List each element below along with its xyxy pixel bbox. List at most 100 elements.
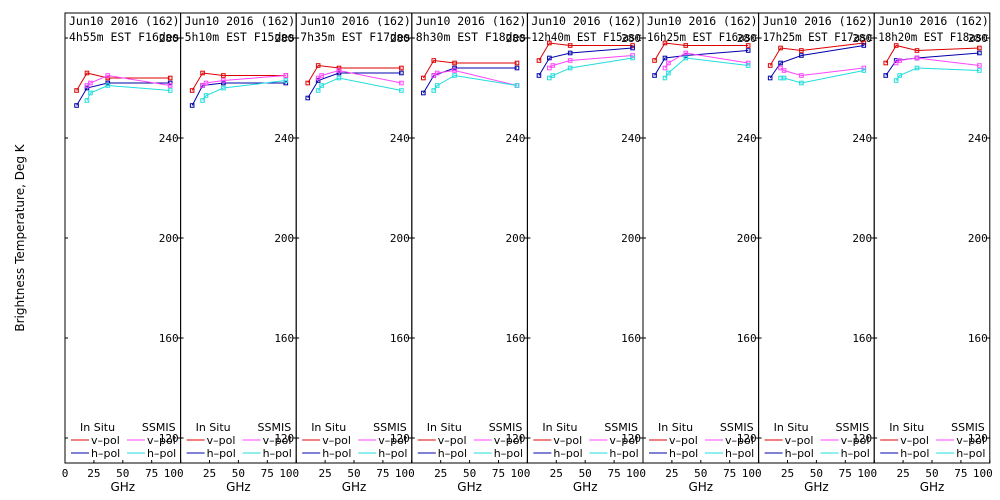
series-line-ssmis_h: [317, 77, 402, 91]
legend-label-insitu-h: h–pol: [785, 447, 814, 460]
x-tick-label: 50: [463, 467, 476, 480]
legend-in-situ-header: In Situ: [311, 421, 346, 434]
y-tick-label: 120: [968, 432, 988, 445]
data-point-ssmis_h: [799, 80, 804, 86]
panel-title-date: Jun10 2016 (162): [69, 14, 180, 28]
panel-title-time: 18h20m EST F18asc: [878, 30, 989, 44]
x-tick-label: 25: [550, 467, 563, 480]
data-point-insitu_v: [547, 40, 552, 46]
data-point-insitu_h: [189, 103, 195, 108]
legend-label-insitu-v: v–pol: [900, 434, 929, 447]
x-axis-label: GHz: [226, 480, 251, 494]
legend-in-situ-header: In Situ: [658, 421, 693, 434]
data-point-insitu_v: [567, 43, 573, 48]
data-point-insitu_h: [745, 48, 751, 53]
y-tick-label: 280: [274, 32, 294, 45]
y-tick-label: 240: [737, 132, 757, 145]
data-point-ssmis_v: [567, 58, 573, 63]
x-tick-label: 50: [347, 467, 360, 480]
data-point-ssmis_v: [799, 73, 804, 78]
data-point-insitu_h: [861, 43, 867, 48]
legend-label-ssmis-v: v–pol: [956, 434, 985, 447]
series-line-insitu_v: [191, 72, 286, 91]
panel-3: Jun10 2016 (162) 7h35m EST F17des 120 160 20…: [295, 12, 415, 494]
y-tick-label: 160: [506, 332, 526, 345]
data-point-insitu_h: [167, 80, 173, 86]
series-line-ssmis_h: [433, 74, 518, 91]
x-tick-label: 75: [145, 467, 158, 480]
legend-in-situ-header: In Situ: [774, 421, 809, 434]
series-line-insitu_h: [769, 45, 864, 79]
y-tick-label: 160: [852, 332, 872, 345]
x-tick-label: 100: [626, 467, 646, 480]
series-line-ssmis_h: [664, 57, 749, 79]
data-point-insitu_v: [305, 80, 311, 86]
legend-label-ssmis-h: h–pol: [609, 447, 638, 460]
data-point-ssmis_h: [167, 88, 173, 93]
data-point-ssmis_h: [514, 83, 520, 88]
legend-label-insitu-h: h–pol: [91, 447, 120, 460]
y-tick-label: 240: [968, 132, 988, 145]
legend-ssmis-header: SSMIS: [489, 421, 523, 434]
series-line-ssmis_h: [86, 84, 171, 101]
data-point-ssmis_v: [914, 55, 920, 61]
data-point-ssmis_v: [861, 65, 867, 71]
x-tick-label: 75: [376, 467, 389, 480]
y-tick-label: 240: [506, 132, 526, 145]
series-line-insitu_v: [307, 64, 402, 84]
y-tick-label: 280: [968, 32, 988, 45]
x-axis-label: GHz: [688, 480, 713, 494]
series-line-insitu_v: [538, 42, 633, 61]
data-point-ssmis_h: [630, 55, 635, 61]
y-axis-label: Brightness Temperature, Deg K: [13, 143, 27, 331]
legend-label-insitu-h: h–pol: [553, 447, 582, 460]
x-tick-label: 25: [434, 467, 447, 480]
x-axis-label: GHz: [804, 480, 829, 494]
series-line-insitu_v: [422, 59, 517, 79]
data-point-ssmis_h: [452, 73, 457, 78]
data-point-ssmis_h: [662, 75, 668, 81]
data-point-insitu_h: [283, 80, 289, 86]
data-point-ssmis_h: [550, 73, 556, 78]
data-point-insitu_v: [421, 75, 426, 81]
panels-group: Jun10 2016 (162) 4h55m EST F16des 120 160 20…: [62, 12, 993, 494]
data-point-insitu_h: [84, 85, 90, 91]
data-point-insitu_h: [799, 53, 804, 58]
data-point-ssmis_v: [781, 68, 787, 73]
data-point-insitu_h: [567, 50, 573, 56]
x-tick-label: 25: [203, 467, 216, 480]
data-point-ssmis_h: [315, 88, 321, 93]
data-point-ssmis_h: [897, 73, 902, 78]
data-point-insitu_h: [305, 95, 311, 101]
data-point-insitu_v: [630, 43, 635, 48]
data-point-insitu_h: [683, 53, 689, 58]
y-tick-label: 200: [621, 232, 641, 245]
legend-label-insitu-v: v–pol: [785, 434, 814, 447]
x-tick-label: 50: [116, 467, 129, 480]
data-point-ssmis_h: [431, 88, 437, 93]
data-point-insitu_v: [189, 88, 195, 93]
y-tick-label: 160: [737, 332, 757, 345]
data-point-ssmis_v: [897, 58, 902, 63]
legend-label-insitu-v: v–pol: [322, 434, 351, 447]
data-point-ssmis_v: [315, 75, 321, 81]
data-point-ssmis_h: [683, 55, 689, 61]
data-point-insitu_h: [105, 80, 111, 86]
legend-label-insitu-h: h–pol: [438, 447, 467, 460]
legend-label-ssmis-h: h–pol: [725, 447, 754, 460]
data-point-insitu_v: [452, 60, 457, 66]
data-point-insitu_v: [767, 63, 773, 68]
data-point-insitu_h: [315, 78, 321, 83]
legend-label-ssmis-h: h–pol: [956, 447, 985, 460]
data-point-ssmis_v: [221, 78, 226, 83]
data-point-ssmis_h: [336, 75, 342, 81]
legend-label-insitu-v: v–pol: [438, 434, 467, 447]
x-tick-label: 100: [742, 467, 762, 480]
panel-7: Jun10 2016 (162) 17h25m EST F17asc 120 160 2…: [758, 12, 877, 494]
x-tick-label: 25: [896, 467, 909, 480]
data-point-insitu_v: [84, 70, 90, 76]
x-tick-label: 100: [973, 467, 993, 480]
series-line-ssmis_h: [549, 57, 633, 79]
x-tick-label: 75: [954, 467, 967, 480]
y-tick-label: 240: [159, 132, 179, 145]
